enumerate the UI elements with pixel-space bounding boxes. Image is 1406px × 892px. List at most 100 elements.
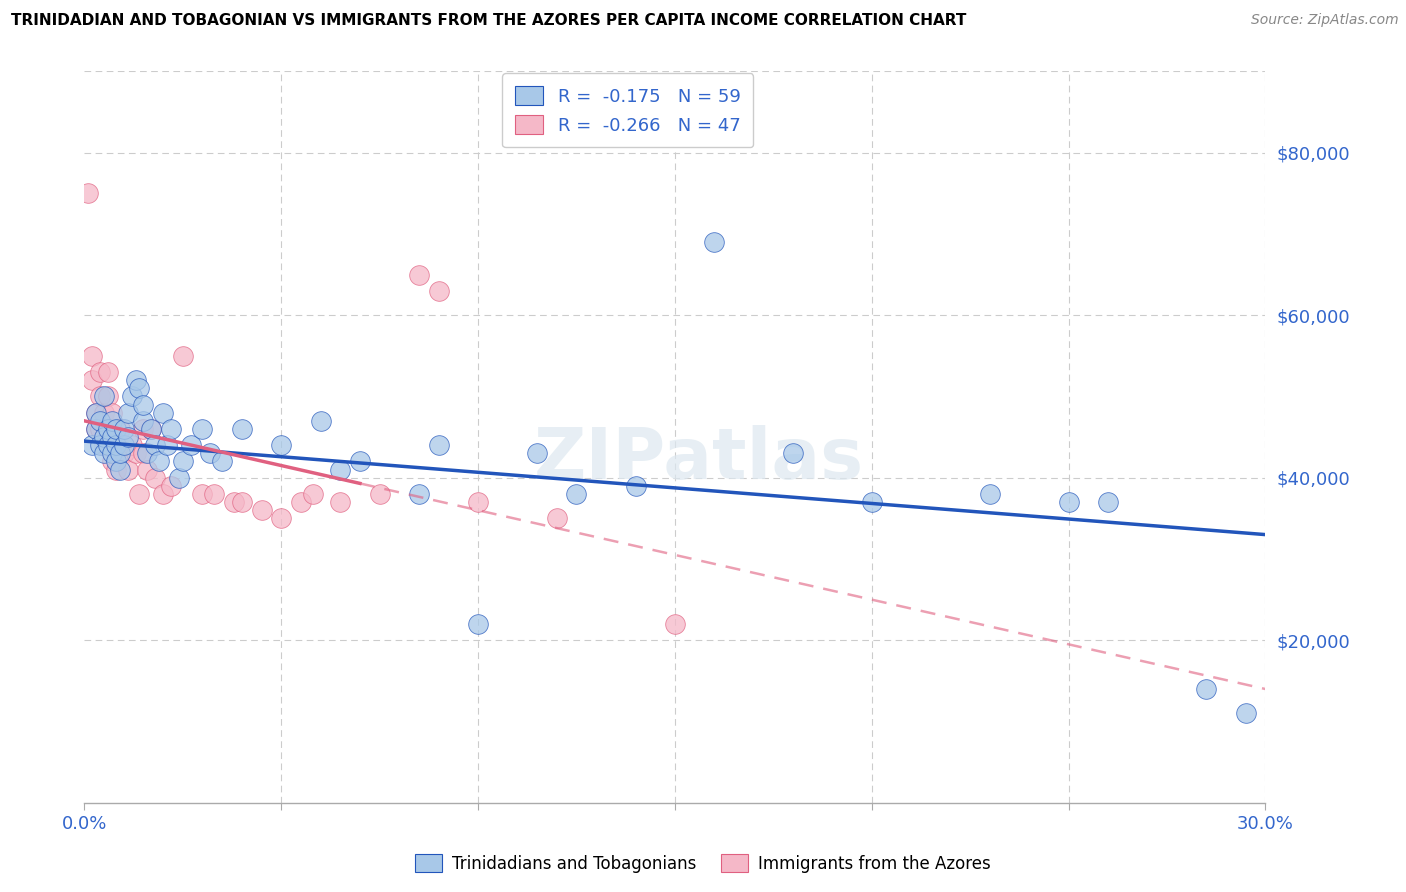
Point	[427, 284, 450, 298]
Point	[84, 406, 107, 420]
Point	[202, 487, 225, 501]
Point	[101, 446, 124, 460]
Point	[101, 430, 124, 444]
Point	[104, 462, 127, 476]
Point	[156, 438, 179, 452]
Point	[270, 511, 292, 525]
Point	[1057, 495, 1080, 509]
Text: ZIPatlas: ZIPatlas	[533, 425, 863, 493]
Point	[349, 454, 371, 468]
Point	[93, 438, 115, 452]
Point	[97, 365, 120, 379]
Point	[624, 479, 647, 493]
Point	[89, 438, 111, 452]
Point	[121, 389, 143, 403]
Point	[167, 471, 190, 485]
Point	[222, 495, 245, 509]
Point	[200, 446, 222, 460]
Point	[108, 422, 131, 436]
Point	[427, 438, 450, 452]
Point	[112, 422, 135, 436]
Point	[132, 422, 155, 436]
Point	[121, 438, 143, 452]
Point	[301, 487, 323, 501]
Point	[93, 446, 115, 460]
Point	[104, 422, 127, 436]
Point	[1234, 706, 1257, 721]
Point	[101, 414, 124, 428]
Point	[117, 406, 139, 420]
Point	[270, 438, 292, 452]
Point	[408, 268, 430, 282]
Point	[231, 422, 253, 436]
Point	[231, 495, 253, 509]
Point	[108, 446, 131, 460]
Point	[703, 235, 725, 249]
Point	[160, 479, 183, 493]
Point	[84, 406, 107, 420]
Point	[82, 373, 104, 387]
Point	[97, 438, 120, 452]
Point	[546, 511, 568, 525]
Point	[128, 381, 150, 395]
Point	[89, 389, 111, 403]
Point	[191, 422, 214, 436]
Point	[104, 438, 127, 452]
Point	[124, 373, 146, 387]
Point	[93, 406, 115, 420]
Legend: Trinidadians and Tobagonians, Immigrants from the Azores: Trinidadians and Tobagonians, Immigrants…	[409, 847, 997, 880]
Point	[250, 503, 273, 517]
Point	[1097, 495, 1119, 509]
Point	[329, 495, 352, 509]
Point	[172, 454, 194, 468]
Point	[172, 349, 194, 363]
Point	[82, 349, 104, 363]
Point	[104, 446, 127, 460]
Point	[89, 365, 111, 379]
Point	[89, 414, 111, 428]
Point	[309, 414, 332, 428]
Point	[565, 487, 588, 501]
Point	[117, 462, 139, 476]
Point	[104, 454, 127, 468]
Point	[152, 487, 174, 501]
Point	[191, 487, 214, 501]
Point	[329, 462, 352, 476]
Legend: R =  -0.175   N = 59, R =  -0.266   N = 47: R = -0.175 N = 59, R = -0.266 N = 47	[502, 73, 754, 147]
Point	[148, 454, 170, 468]
Text: Source: ZipAtlas.com: Source: ZipAtlas.com	[1251, 13, 1399, 28]
Point	[84, 422, 107, 436]
Point	[93, 389, 115, 403]
Point	[141, 422, 163, 436]
Point	[141, 422, 163, 436]
Point	[136, 462, 159, 476]
Point	[112, 446, 135, 460]
Point	[136, 446, 159, 460]
Point	[143, 438, 166, 452]
Point	[97, 389, 120, 403]
Point	[124, 446, 146, 460]
Point	[860, 495, 883, 509]
Point	[84, 422, 107, 436]
Point	[152, 406, 174, 420]
Point	[408, 487, 430, 501]
Point	[101, 430, 124, 444]
Point	[979, 487, 1001, 501]
Point	[132, 398, 155, 412]
Point	[77, 186, 100, 201]
Point	[211, 454, 233, 468]
Point	[132, 446, 155, 460]
Text: TRINIDADIAN AND TOBAGONIAN VS IMMIGRANTS FROM THE AZORES PER CAPITA INCOME CORRE: TRINIDADIAN AND TOBAGONIAN VS IMMIGRANTS…	[11, 13, 966, 29]
Point	[782, 446, 804, 460]
Point	[467, 617, 489, 632]
Point	[368, 487, 391, 501]
Point	[93, 430, 115, 444]
Point	[104, 438, 127, 452]
Point	[290, 495, 312, 509]
Point	[101, 406, 124, 420]
Point	[526, 446, 548, 460]
Point	[108, 462, 131, 476]
Point	[117, 430, 139, 444]
Point	[128, 487, 150, 501]
Point	[180, 438, 202, 452]
